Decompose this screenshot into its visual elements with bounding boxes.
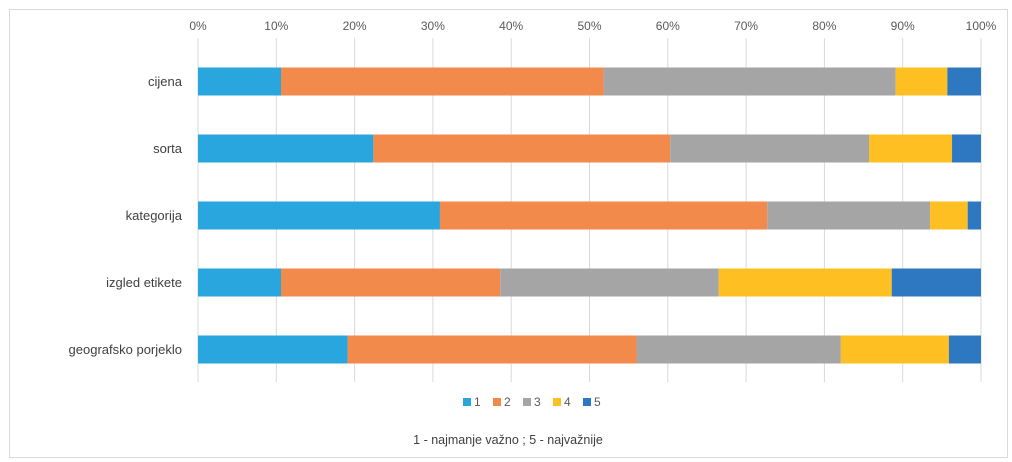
bar-segment: [198, 268, 281, 297]
stacked-bar-chart: 0% 10% 20% 30% 40% 50% 60% 70% 80% 90% 100% cijena…: [69, 19, 997, 447]
category-label: kategorija: [126, 208, 183, 223]
x-tick-label: 50%: [577, 19, 601, 33]
legend-label: 4: [564, 395, 571, 409]
bar-segment: [670, 134, 870, 163]
x-tick-label: 30%: [421, 19, 445, 33]
bar-segment: [930, 201, 968, 230]
category-label: izgled etikete: [106, 275, 182, 290]
bar-segment: [891, 268, 981, 297]
bar-segment: [198, 201, 440, 230]
x-tick-label: 70%: [734, 19, 758, 33]
legend-swatch: [583, 398, 591, 406]
bar-segment: [869, 134, 953, 163]
category-labels: cijena sorta kategorija izgled etikete geogr…: [69, 74, 183, 357]
bar-segment: [198, 134, 374, 163]
bar-segment: [636, 335, 841, 364]
bar-segment: [895, 67, 948, 96]
bar-segment: [767, 201, 931, 230]
bar-segment: [373, 134, 671, 163]
legend-swatch: [493, 398, 501, 406]
x-axis-ticks: 0% 10% 20% 30% 40% 50% 60% 70% 80% 90% 100%: [189, 19, 996, 33]
category-label: cijena: [148, 74, 183, 89]
bar-segment: [500, 268, 719, 297]
bar-segment: [840, 335, 949, 364]
bar-segment: [603, 67, 896, 96]
bar-segment: [280, 67, 604, 96]
x-tick-label: 100%: [966, 19, 997, 33]
bar-segment: [952, 134, 981, 163]
chart-area: 0% 10% 20% 30% 40% 50% 60% 70% 80% 90% 100% cijena…: [9, 9, 1008, 458]
x-tick-label: 40%: [499, 19, 523, 33]
x-tick-label: 90%: [891, 19, 915, 33]
category-label: geografsko porjeklo: [69, 342, 182, 357]
legend-label: 3: [534, 395, 541, 409]
bar-segment: [947, 67, 981, 96]
bar-segment: [718, 268, 892, 297]
bar-segment: [198, 335, 348, 364]
category-label: sorta: [153, 141, 183, 156]
bar-segment: [347, 335, 637, 364]
legend-swatch: [463, 398, 471, 406]
x-tick-label: 0%: [189, 19, 207, 33]
x-tick-label: 60%: [656, 19, 680, 33]
legend-label: 2: [504, 395, 511, 409]
legend-swatch: [523, 398, 531, 406]
bar-segment: [280, 268, 501, 297]
bar-segment: [948, 335, 981, 364]
bar-segment: [967, 201, 981, 230]
legend: 1 2 3 4 5: [463, 395, 601, 409]
x-tick-label: 20%: [343, 19, 367, 33]
legend-swatch: [553, 398, 561, 406]
scale-note: 1 - najmanje važno ; 5 - najvažnije: [413, 433, 603, 447]
bar-segment: [439, 201, 768, 230]
x-tick-label: 80%: [812, 19, 836, 33]
bar-segment: [198, 67, 281, 96]
legend-label: 5: [594, 395, 601, 409]
x-tick-label: 10%: [264, 19, 288, 33]
legend-label: 1: [474, 395, 481, 409]
bars: [198, 67, 981, 364]
